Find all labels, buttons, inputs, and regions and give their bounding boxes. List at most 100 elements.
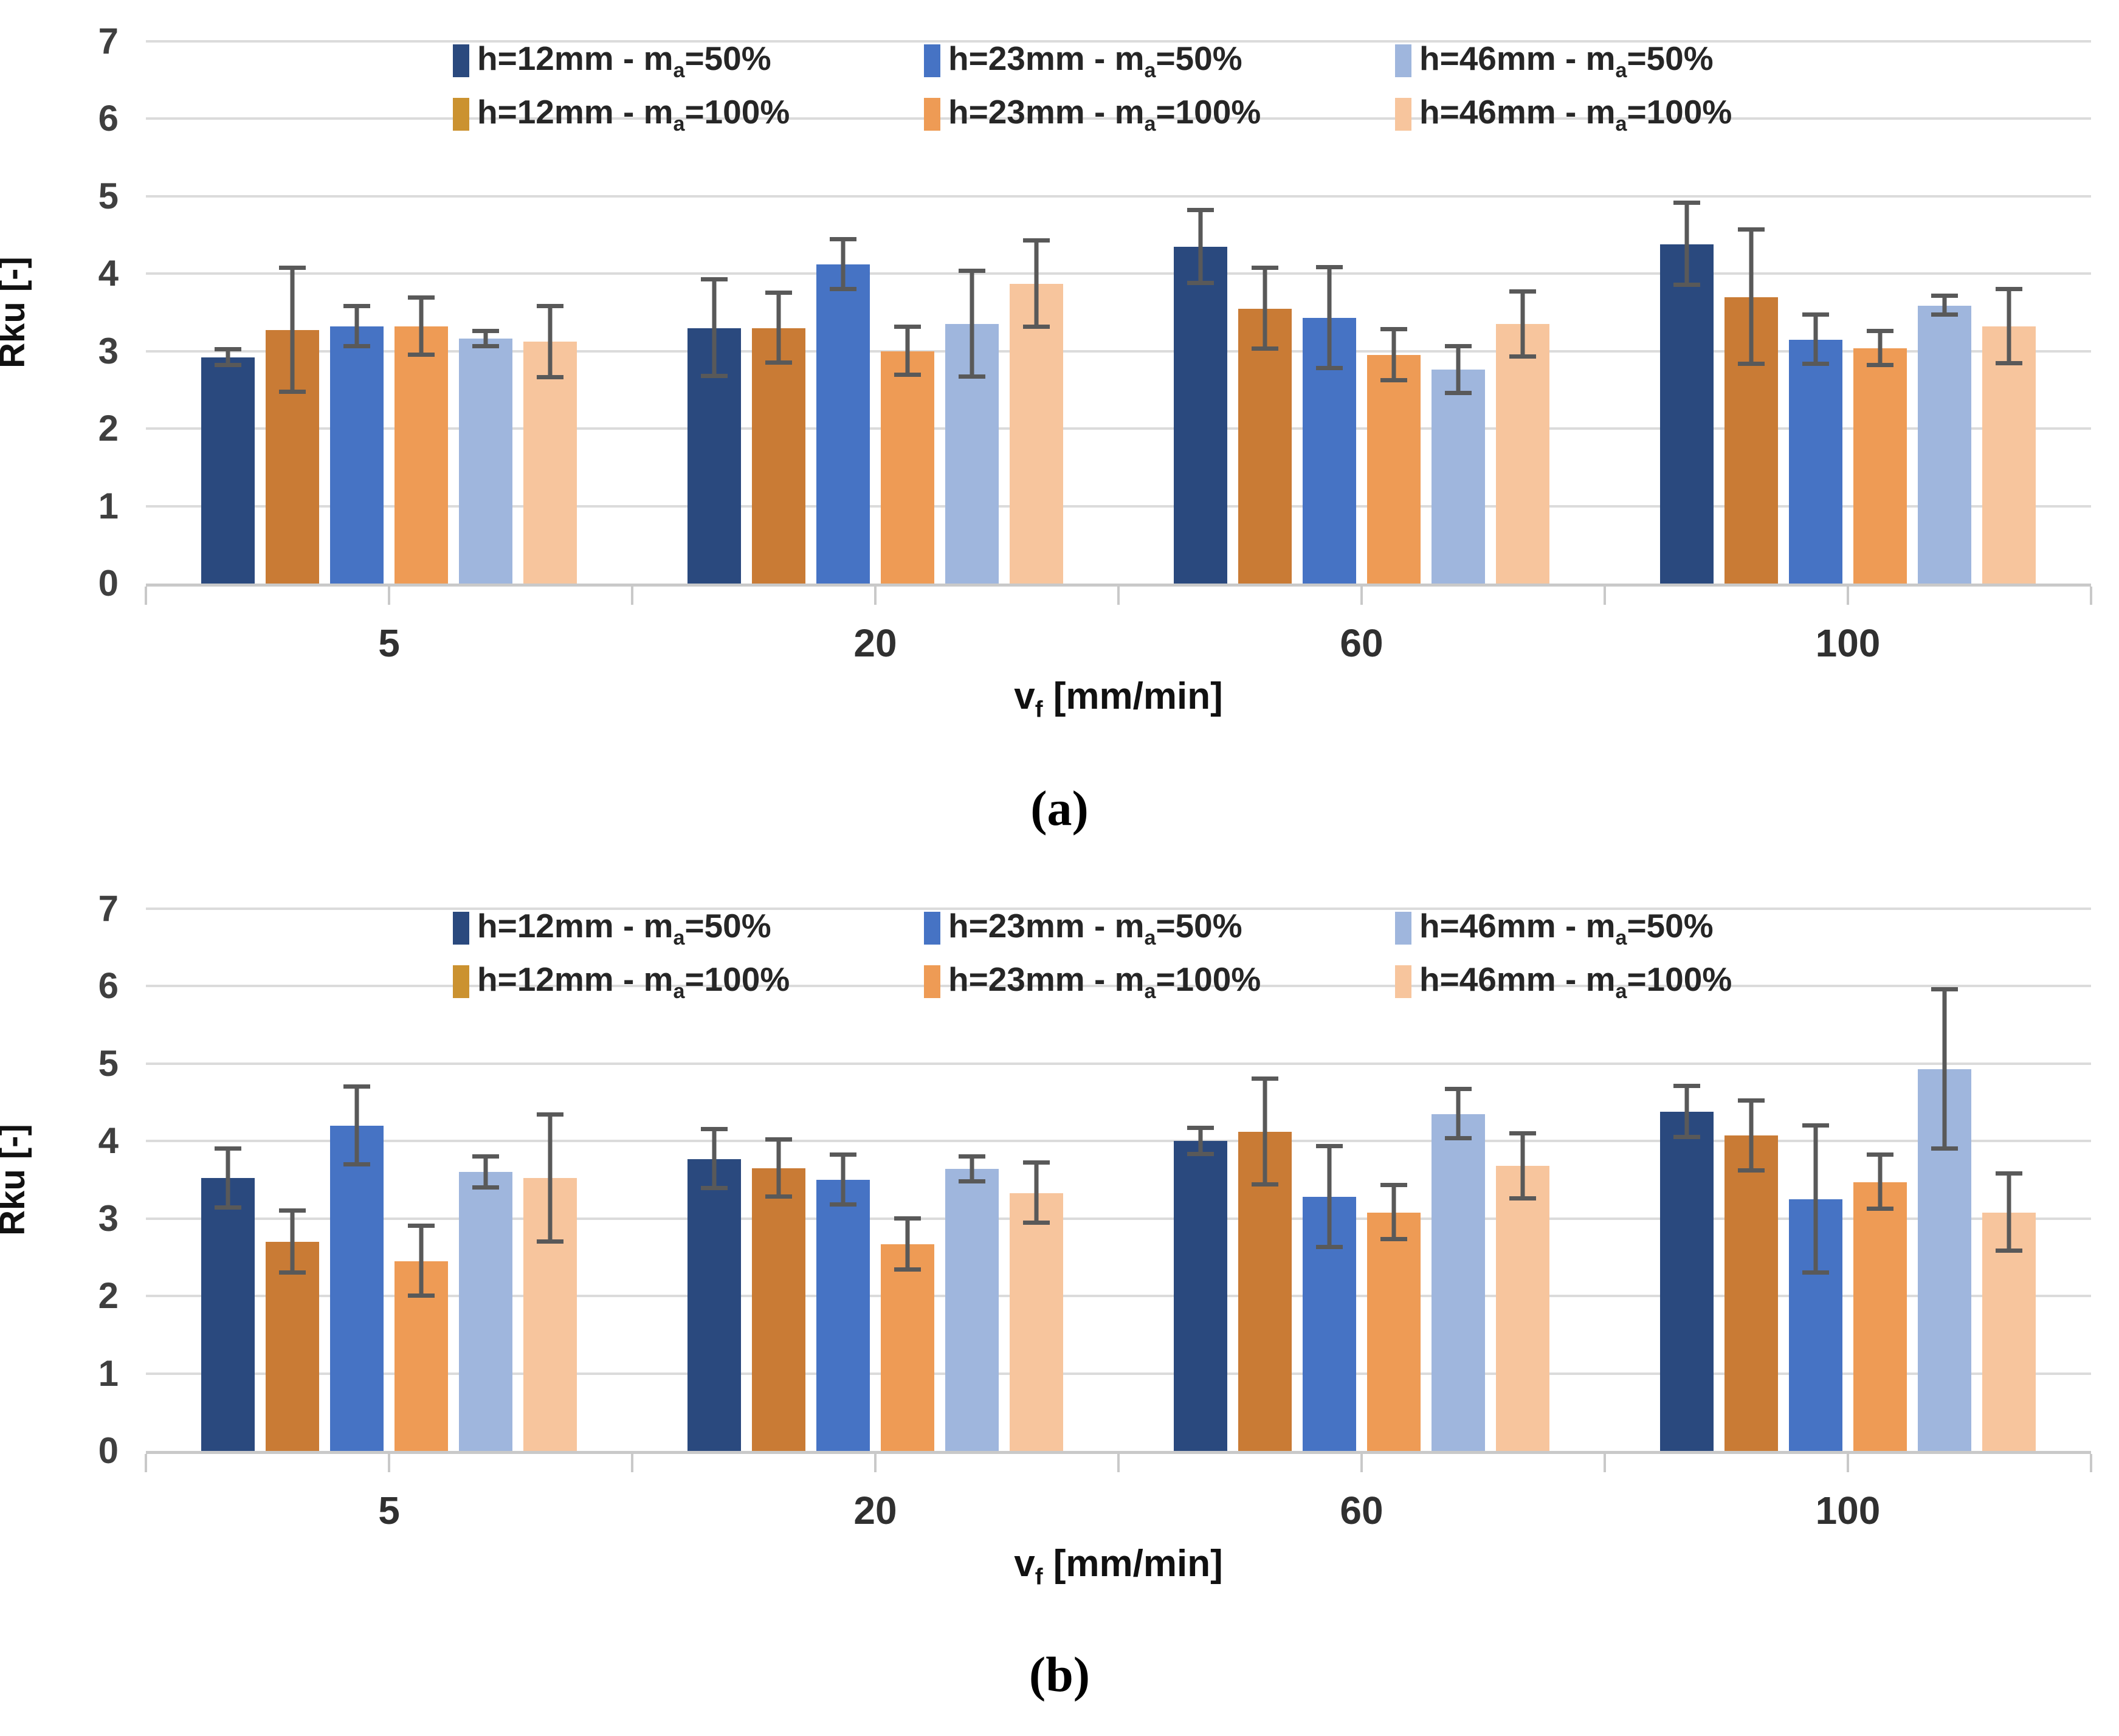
- subscript: a: [673, 980, 685, 1003]
- bar-slot: [1918, 41, 1971, 584]
- y-tick-label-5: 5: [98, 1042, 119, 1084]
- subscript: a: [1144, 926, 1156, 949]
- legend-label-h12_ma50: h=12mm - ma=50%: [477, 40, 771, 82]
- bar-group-vf5: [201, 909, 577, 1451]
- bar-slot: [266, 41, 319, 584]
- bar-slot: [816, 41, 870, 584]
- bar-slot: [945, 909, 999, 1451]
- error-bar-cap-top: [1445, 344, 1472, 349]
- bar-b-h12_ma50-vf20: [687, 1159, 741, 1451]
- error-bar-line: [1813, 1125, 1818, 1273]
- error-bar-line: [548, 306, 553, 378]
- bar-slot: [1982, 41, 2036, 584]
- subscript: a: [1144, 59, 1156, 82]
- error-bar-cap-bottom: [894, 373, 921, 377]
- error-bar-line: [1684, 1086, 1689, 1137]
- error-bar-line: [712, 1129, 717, 1189]
- error-bar-cap-bottom: [1996, 361, 2022, 366]
- legend-label-h12_ma100: h=12mm - ma=100%: [477, 93, 790, 136]
- error-bar-cap-top: [1380, 1182, 1407, 1187]
- bar-b-h46_ma100-vf20: [1010, 1193, 1063, 1451]
- legend-item-h46_ma50: h=46mm - ma=50%: [1395, 906, 1732, 950]
- y-tick-label-6: 6: [98, 98, 119, 139]
- bar-a-h12_ma50-vf100: [1660, 244, 1714, 584]
- error-bar-cap-bottom: [959, 1179, 985, 1183]
- legend-label-h46_ma100: h=46mm - ma=100%: [1419, 93, 1732, 136]
- bar-a-h12_ma50-vf60: [1174, 246, 1227, 584]
- error-bar-cap-bottom: [1509, 1196, 1536, 1200]
- y-tick-label-2: 2: [98, 408, 119, 449]
- bar-a-h23_ma100-vf20: [881, 351, 934, 584]
- error-bar-cap-top: [830, 1152, 856, 1157]
- bar-slot: [266, 909, 319, 1451]
- error-bar-line: [905, 1218, 910, 1270]
- error-bar-cap-top: [1509, 289, 1536, 294]
- error-bar-cap-bottom: [1316, 365, 1343, 370]
- error-bar-cap-bottom: [1252, 1182, 1278, 1187]
- bar-a-h23_ma50-vf5: [330, 326, 384, 584]
- bar-slot: [1367, 41, 1421, 584]
- x-axis-tick: [2090, 1454, 2092, 1472]
- error-bar-cap-top: [1316, 265, 1343, 270]
- bar-slot: [1660, 41, 1714, 584]
- error-bar-line: [1749, 229, 1754, 365]
- bar-a-h46_ma100-vf60: [1496, 324, 1549, 584]
- x-axis-tick: [145, 1454, 147, 1472]
- error-bar-line: [1391, 329, 1396, 381]
- subscript: f: [1035, 1563, 1043, 1590]
- bar-a-h46_ma50-vf60: [1432, 370, 1485, 584]
- y-tick-label-7: 7: [98, 21, 119, 61]
- error-bar-cap-bottom: [1931, 312, 1958, 317]
- bar-slot: [459, 909, 512, 1451]
- x-axis-tick: [1847, 1454, 1849, 1472]
- bar-slot: [1303, 41, 1356, 584]
- error-bar-cap-top: [1187, 207, 1214, 212]
- error-bar-cap-bottom: [894, 1267, 921, 1272]
- error-bar-line: [1034, 1162, 1039, 1224]
- y-tick-label-4: 4: [98, 1120, 119, 1162]
- legend-swatch-h12_ma50: [453, 912, 469, 945]
- error-bar-line: [1327, 267, 1332, 368]
- error-bar-cap-top: [894, 1216, 921, 1221]
- y-tick-label-0: 0: [98, 563, 119, 604]
- legend-item-h12_ma50: h=12mm - ma=50%: [453, 906, 924, 950]
- y-tick-label-2: 2: [98, 1275, 119, 1317]
- error-bar-line: [548, 1114, 553, 1242]
- error-bar-line: [970, 1156, 974, 1182]
- legend-label-h46_ma100: h=46mm - ma=100%: [1419, 960, 1732, 1003]
- error-bar-cap-top: [537, 303, 563, 308]
- legend-swatch-h23_ma100: [924, 98, 940, 131]
- bar-group-vf60: [1173, 41, 1550, 584]
- error-bar-cap-bottom: [765, 360, 792, 365]
- bar-a-h46_ma100-vf20: [1010, 283, 1063, 584]
- x-axis-tick: [388, 1454, 390, 1472]
- error-bar-cap-bottom: [408, 353, 435, 357]
- gridline-y5: [146, 195, 2091, 198]
- error-bar-cap-bottom: [343, 344, 370, 349]
- bar-b-h12_ma50-vf60: [1174, 1141, 1227, 1451]
- error-bar-line: [841, 1155, 846, 1205]
- bar-slot: [1432, 909, 1485, 1451]
- x-axis-tick: [631, 587, 633, 605]
- subscript: a: [1144, 980, 1156, 1003]
- y-tick-label-6: 6: [98, 965, 119, 1007]
- bar-b-h46_ma50-vf60: [1432, 1114, 1485, 1451]
- bar-slot: [1982, 909, 2036, 1451]
- error-bar-cap-top: [1931, 294, 1958, 298]
- bar-slot: [816, 909, 870, 1451]
- y-tick-label-1: 1: [98, 1352, 119, 1394]
- error-bar-cap-top: [1996, 1171, 2022, 1176]
- y-tick-label-3: 3: [98, 1197, 119, 1239]
- y-axis-title: Rku [-]: [0, 257, 32, 368]
- bar-slot: [1496, 41, 1549, 584]
- bar-slot: [752, 909, 805, 1451]
- error-bar-cap-bottom: [1187, 1151, 1214, 1156]
- bar-slot: [459, 41, 512, 584]
- error-bar-cap-top: [343, 303, 370, 308]
- x-axis-tick: [2090, 587, 2092, 605]
- y-tick-label-5: 5: [98, 175, 119, 216]
- x-axis-tick: [1117, 587, 1120, 605]
- x-axis-tick: [1604, 587, 1606, 605]
- x-tick-label-20: 20: [853, 621, 897, 665]
